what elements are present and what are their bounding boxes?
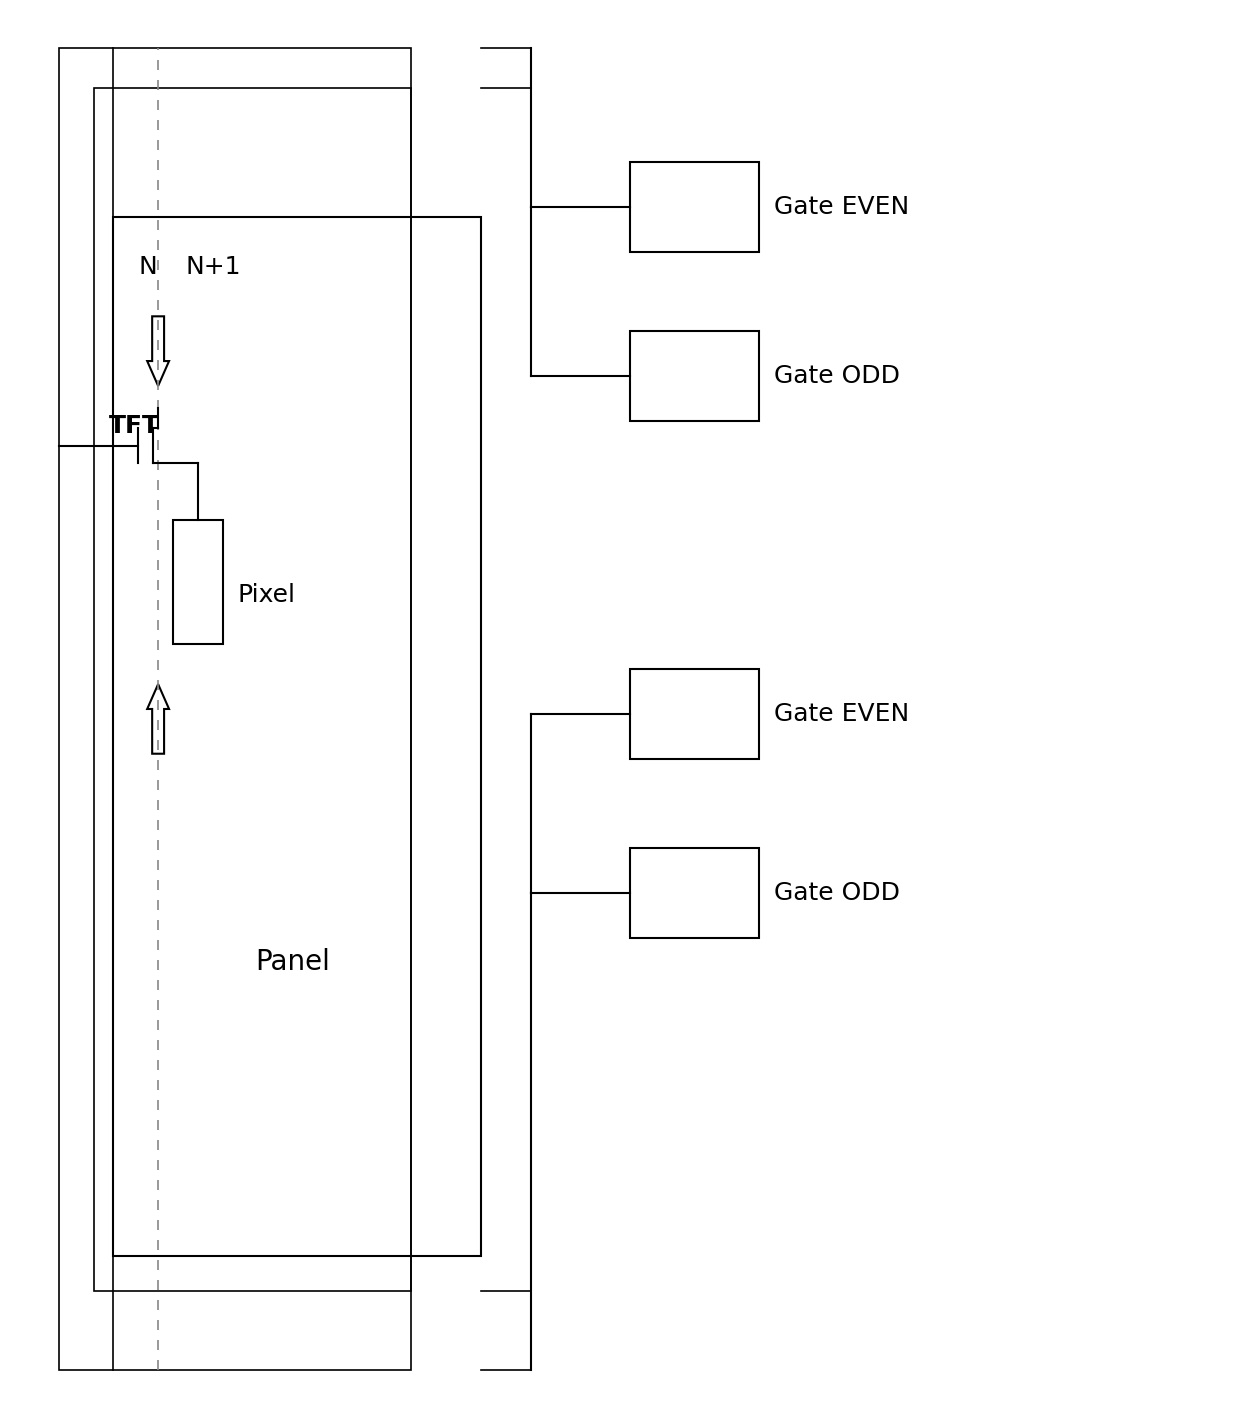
Bar xyxy=(630,848,759,937)
Bar xyxy=(93,88,412,1291)
Polygon shape xyxy=(148,684,169,754)
Text: Gate ODD: Gate ODD xyxy=(774,363,900,387)
Text: TFT: TFT xyxy=(108,414,160,438)
Bar xyxy=(630,163,759,252)
Polygon shape xyxy=(148,317,169,386)
Bar xyxy=(58,48,412,1370)
Bar xyxy=(113,216,481,1256)
Text: Pixel: Pixel xyxy=(238,583,295,607)
Text: N: N xyxy=(139,255,157,279)
Text: Gate EVEN: Gate EVEN xyxy=(774,701,909,725)
Bar xyxy=(630,669,759,759)
Bar xyxy=(630,331,759,421)
Bar xyxy=(174,520,223,645)
Text: Gate ODD: Gate ODD xyxy=(774,881,900,905)
Text: N+1: N+1 xyxy=(185,255,241,279)
Text: Panel: Panel xyxy=(254,949,330,977)
Text: Gate EVEN: Gate EVEN xyxy=(774,195,909,219)
